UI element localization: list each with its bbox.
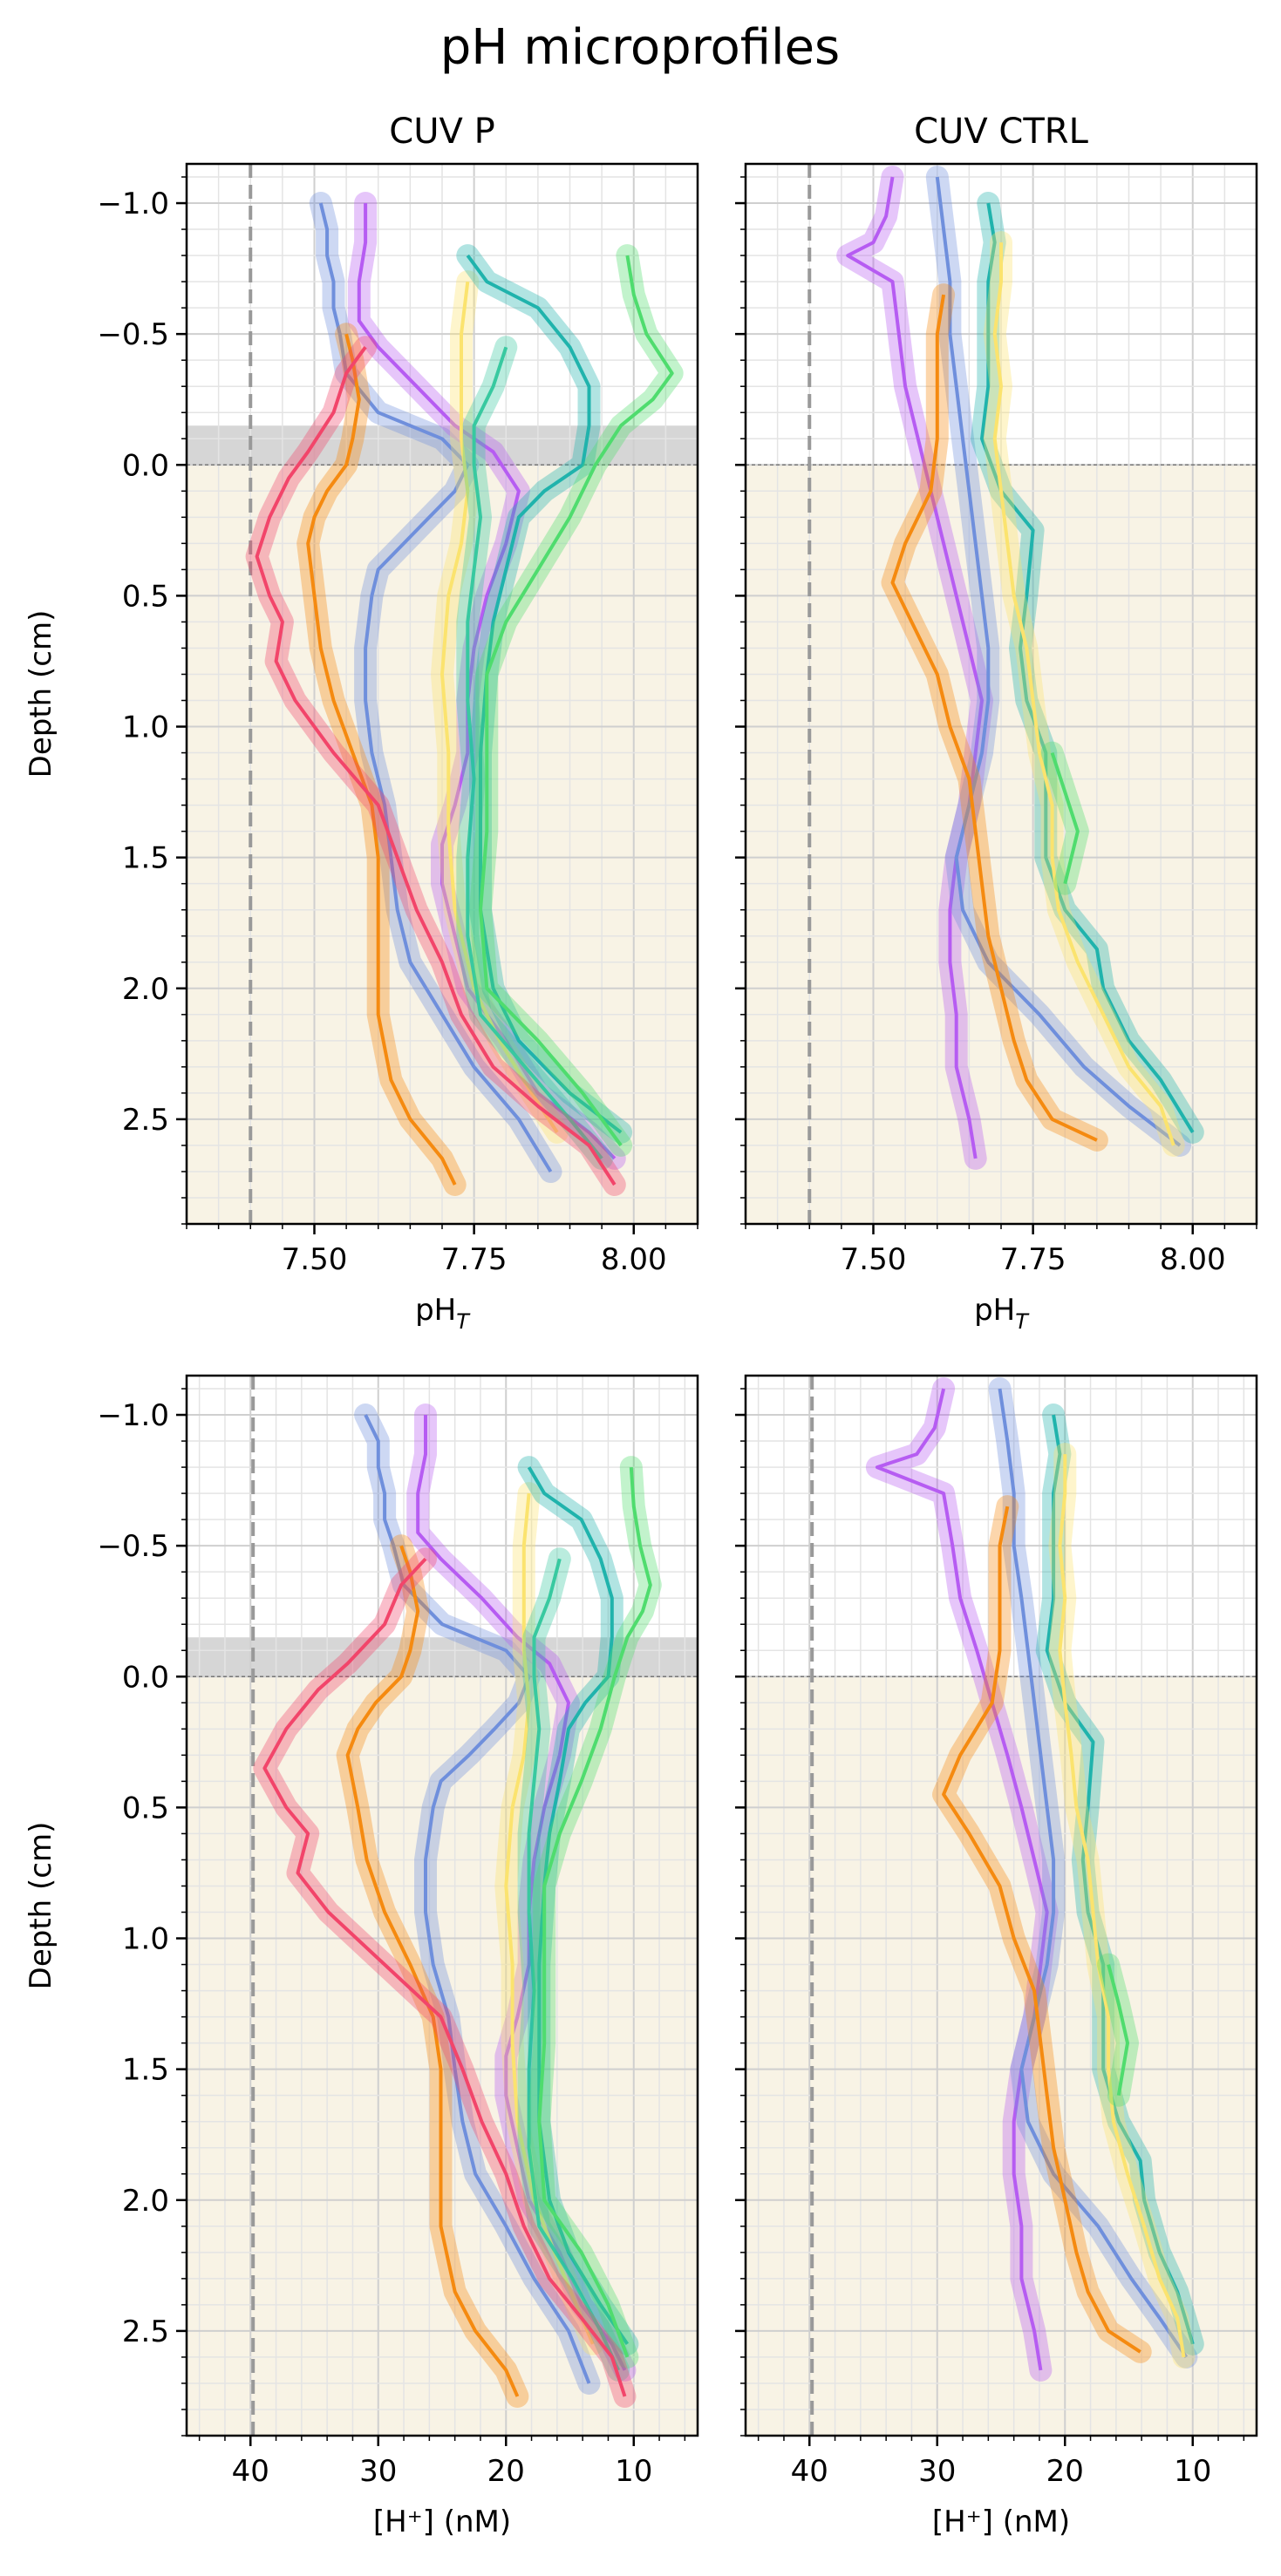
x-tick-label: 7.75 bbox=[1000, 1242, 1066, 1277]
panel-bottom-left: 40 30 20 10 −1.0 −0.5 0.0 0.5 1.0 1.5 2.0 2.5 [H⁺] (… bbox=[24, 1374, 699, 2539]
series-line-6 bbox=[306, 333, 457, 1186]
x-tick-label: 40 bbox=[232, 2454, 269, 2489]
series-line-1 bbox=[998, 1388, 1189, 2359]
y-tick-label: 0.5 bbox=[122, 1791, 169, 1825]
x-tick-label: 30 bbox=[918, 2454, 956, 2489]
panel-title: CUV CTRL bbox=[914, 112, 1088, 152]
sediment-zone bbox=[746, 1676, 1257, 2436]
grid-lines bbox=[746, 1376, 1257, 2436]
x-axis-label: [H⁺] (nM) bbox=[373, 2505, 511, 2539]
panel-top-right: 7.50 7.75 8.00 CUV CTRL pHT bbox=[735, 112, 1258, 1334]
series-line-4 bbox=[1107, 1964, 1129, 2097]
figure-title: pH microprofiles bbox=[440, 19, 840, 76]
x-tick-label: 10 bbox=[615, 2454, 652, 2489]
series-line-2 bbox=[504, 1492, 595, 2345]
sediment-zone bbox=[187, 1676, 698, 2436]
x-tick-label: 7.50 bbox=[282, 1242, 348, 1277]
series-line-4 bbox=[466, 254, 623, 1134]
series-group bbox=[865, 1377, 1204, 2382]
y-tick-label: −0.5 bbox=[97, 317, 169, 352]
series-group bbox=[836, 166, 1204, 1170]
series-line-5 bbox=[942, 1505, 1141, 2354]
y-tick-label: −0.5 bbox=[97, 1529, 169, 1564]
y-tick-label: 0.0 bbox=[122, 1660, 169, 1695]
y-tick-label: 1.0 bbox=[122, 710, 169, 745]
x-tick-label: 20 bbox=[1046, 2454, 1084, 2489]
series-group bbox=[245, 192, 684, 1196]
y-axis-label: Depth (cm) bbox=[24, 1822, 58, 1990]
x-tick-label: 30 bbox=[359, 2454, 397, 2489]
series-line-1 bbox=[935, 176, 1182, 1147]
series-line-3 bbox=[466, 346, 603, 1160]
panel-bottom-right: 40 30 20 10 [H⁺] (nM) bbox=[735, 1374, 1258, 2539]
y-tick-label: −1.0 bbox=[97, 187, 169, 221]
y-tick-label: −1.0 bbox=[97, 1398, 169, 1433]
panels: 7.50 7.75 8.00 −1.0 −0.5 0.0 0.5 1.0 1.5 2.0 2.5 CU… bbox=[24, 112, 1258, 2539]
x-tick-label: 10 bbox=[1174, 2454, 1211, 2489]
panel-title: CUV P bbox=[389, 112, 494, 152]
x-tick-label: 7.50 bbox=[841, 1242, 907, 1277]
y-tick-label: 2.5 bbox=[122, 1103, 169, 1138]
axes-frame bbox=[744, 1374, 1258, 2437]
x-axis-label: pHT bbox=[415, 1293, 471, 1334]
series-line-3 bbox=[992, 242, 1175, 1146]
series-line-4 bbox=[527, 1466, 630, 2346]
series-line-0 bbox=[875, 1388, 1049, 2371]
series-line-6 bbox=[345, 1545, 520, 2397]
x-axis-label-subscript: T bbox=[456, 1309, 471, 1334]
y-tick-label: 0.5 bbox=[122, 579, 169, 614]
x-axis-label-main: pH bbox=[415, 1293, 456, 1328]
y-tick-label: 2.5 bbox=[122, 2314, 169, 2349]
y-tick-label: 1.5 bbox=[122, 2053, 169, 2088]
x-axis-label-subscript: T bbox=[1015, 1309, 1030, 1334]
y-axis-label: Depth (cm) bbox=[24, 610, 58, 778]
x-axis-label-main: [H⁺] (nM) bbox=[932, 2505, 1070, 2539]
y-tick-label: 1.0 bbox=[122, 1922, 169, 1957]
x-tick-label: 7.75 bbox=[441, 1242, 508, 1277]
axes-frame bbox=[185, 1374, 699, 2437]
series-line-0 bbox=[318, 202, 553, 1173]
series-line-5 bbox=[890, 294, 1098, 1142]
y-tick-label: 1.5 bbox=[122, 841, 169, 876]
x-axis-label-main: [H⁺] (nM) bbox=[373, 2505, 511, 2539]
series-line-2 bbox=[1045, 1414, 1195, 2345]
series-line-4 bbox=[1050, 751, 1080, 885]
y-tick-label: 2.0 bbox=[122, 2184, 169, 2219]
x-axis-label: [H⁺] (nM) bbox=[932, 2505, 1070, 2539]
x-tick-label: 40 bbox=[791, 2454, 828, 2489]
grid-lines bbox=[187, 1376, 698, 2436]
series-line-2 bbox=[440, 281, 559, 1133]
series-line-7 bbox=[255, 346, 617, 1186]
series-line-0 bbox=[846, 176, 984, 1159]
x-tick-label: 8.00 bbox=[601, 1242, 667, 1277]
series-line-5 bbox=[537, 1466, 652, 2358]
x-axis-label-main: pH bbox=[974, 1293, 1015, 1328]
series-line-7 bbox=[262, 1557, 627, 2397]
series-line-5 bbox=[479, 255, 674, 1147]
y-tick-label: 0.0 bbox=[122, 448, 169, 483]
x-axis-label: pHT bbox=[974, 1293, 1030, 1334]
series-line-3 bbox=[527, 1558, 621, 2371]
series-line-2 bbox=[980, 202, 1195, 1133]
x-tick-label: 8.00 bbox=[1160, 1242, 1226, 1277]
series-group bbox=[253, 1404, 662, 2408]
panel-top-left: 7.50 7.75 8.00 −1.0 −0.5 0.0 0.5 1.0 1.5 2.0 2.5 CU… bbox=[24, 112, 699, 1334]
x-tick-label: 20 bbox=[487, 2454, 525, 2489]
series-line-3 bbox=[1058, 1454, 1186, 2358]
series-line-0 bbox=[364, 1414, 591, 2384]
y-tick-label: 2.0 bbox=[122, 972, 169, 1007]
